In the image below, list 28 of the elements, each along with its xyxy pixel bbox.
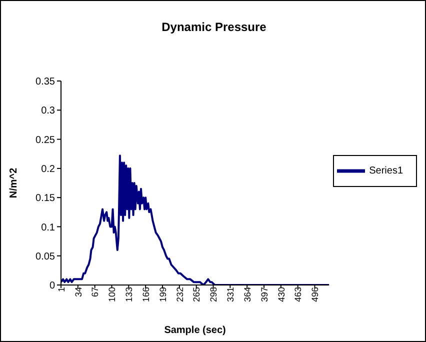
x-tick-label: 232 bbox=[174, 287, 185, 302]
y-tick-label: 0.2 bbox=[41, 164, 56, 175]
x-tick-label: 34 bbox=[73, 287, 84, 298]
y-tick-label: 0.35 bbox=[36, 76, 56, 88]
y-tick-label: 0.25 bbox=[36, 134, 56, 146]
y-tick-label: 0.3 bbox=[41, 106, 56, 117]
y-tick-label: 0.15 bbox=[36, 193, 56, 204]
y-tick-label: 0 bbox=[49, 280, 56, 292]
x-tick-label: 364 bbox=[242, 287, 252, 302]
x-tick-label: 397 bbox=[259, 287, 270, 302]
x-tick-label: 430 bbox=[276, 287, 286, 302]
x-tick-label: 265 bbox=[192, 287, 202, 302]
x-tick-label: 199 bbox=[158, 287, 168, 302]
y-tick-label: 0.05 bbox=[36, 251, 56, 262]
legend-label: Series1 bbox=[369, 166, 403, 177]
y-axis-title: N/m^2 bbox=[8, 167, 20, 198]
y-tick-label: 0.1 bbox=[41, 222, 56, 234]
x-tick-label: 166 bbox=[140, 287, 151, 302]
x-tick-label: 67 bbox=[90, 287, 100, 298]
x-tick-label: 1 bbox=[56, 287, 66, 292]
chart-title: Dynamic Pressure bbox=[160, 20, 268, 34]
x-tick-label: 496 bbox=[310, 287, 320, 302]
x-tick-label: 133 bbox=[124, 287, 134, 302]
x-axis-title: Sample (sec) bbox=[164, 325, 226, 336]
x-tick-label: 463 bbox=[293, 287, 304, 302]
x-tick-label: 331 bbox=[226, 287, 236, 302]
x-tick-label: 298 bbox=[208, 287, 219, 302]
x-tick-label: 100 bbox=[107, 287, 118, 302]
